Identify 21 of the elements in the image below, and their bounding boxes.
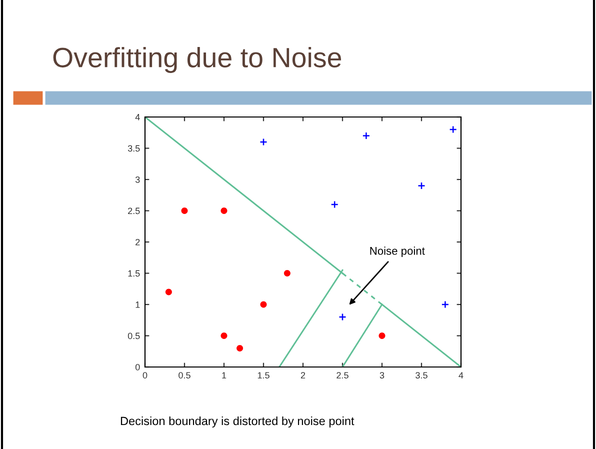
y-tick-label: 0.5 [128, 332, 140, 340]
x-tick-label: 0.5 [178, 372, 190, 378]
y-tick-label: 3.5 [128, 145, 140, 152]
x-tick-label: 3 [380, 372, 384, 378]
x-tick-label: 1.5 [258, 372, 270, 378]
y-tick-label: 1 [136, 302, 140, 308]
x-tick-label: 4 [458, 372, 464, 378]
annotation: Noise point [370, 246, 425, 257]
y-tick-label: 2.5 [128, 208, 140, 214]
x-tick-label: 0 [142, 372, 148, 378]
text: Decision boundary is distorted by noise point [120, 416, 354, 428]
x-tick-label: 1 [222, 372, 226, 378]
x-tick-label: 2 [300, 372, 306, 378]
x-tick-label: 3.5 [416, 372, 428, 378]
y-tick-label: 2 [136, 238, 140, 246]
y-tick-label: 0 [135, 364, 140, 370]
y-tick-label: 3 [135, 176, 140, 183]
chart-title: Overfitting due to Noise [53, 47, 342, 73]
y-tick-label: 4 [135, 114, 140, 120]
x-tick-label: 2.5 [336, 372, 348, 378]
y-tick-label: 1.5 [128, 270, 140, 277]
